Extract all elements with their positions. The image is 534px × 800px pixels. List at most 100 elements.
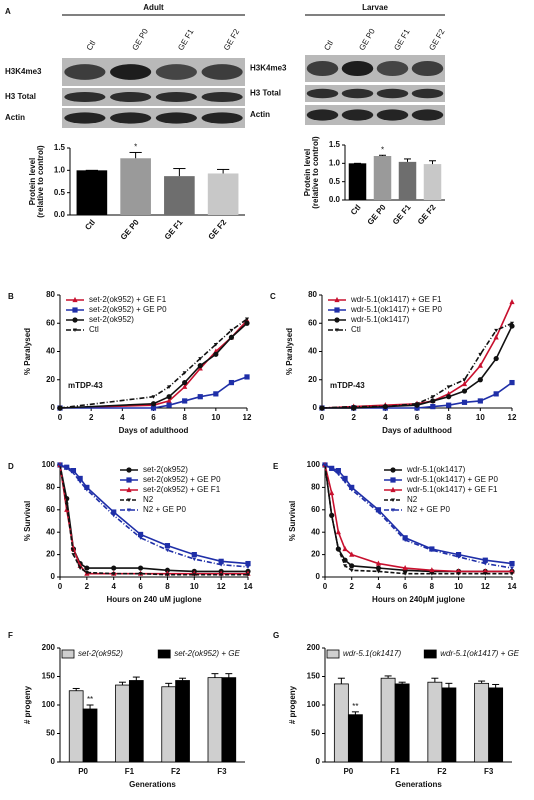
blot-row-label: Actin [5,113,25,122]
y-tick-label: 60 [46,505,55,514]
y-tick-label: 20 [46,375,55,384]
y-tick-label: 100 [42,700,56,709]
y-axis-label: % Paralysed [285,328,294,375]
bar [161,686,177,763]
point [335,529,341,535]
point [228,379,235,386]
blot-band [201,112,243,124]
error-bar [398,681,406,684]
bar [441,687,457,763]
y-tick-label: 60 [308,318,317,327]
bar [164,176,195,215]
point [477,377,483,383]
point [323,463,327,467]
blot-strip [305,105,445,125]
point [84,571,89,575]
blot-band [376,88,409,99]
lane-label: Ctl [322,39,335,52]
point [71,471,76,475]
point [329,489,335,496]
point [446,394,452,400]
point [493,391,499,397]
bar [423,164,442,200]
legend-label: N2 [143,495,154,504]
legend-marker [126,477,132,483]
legend-label: set-2(ok952) + GE P0 [143,475,221,484]
blot-band [64,64,106,80]
legend-marker [72,307,78,313]
x-tick-label: F1 [125,767,135,776]
legend-marker [126,486,132,493]
error-bar [225,673,233,678]
blot-band [110,91,152,103]
blot-band [411,60,444,77]
x-axis-label: Generations [129,780,176,789]
significance: ** [352,702,358,711]
point [349,484,355,490]
legend-label: set-2(ok952) [143,465,188,474]
legend-marker [390,477,396,483]
legend-label: set-2(ok952) [89,315,134,324]
x-tick-label: F1 [390,767,400,776]
point [493,355,499,362]
annotation: mTDP-43 [68,381,103,390]
legend-marker [73,328,77,332]
point [477,398,483,404]
point [245,317,249,322]
point [246,565,250,569]
point [138,572,143,576]
point [376,510,381,515]
point [329,466,334,471]
blot-band [341,109,374,121]
point [245,560,251,567]
point [164,567,171,573]
point [213,351,219,357]
legend-label: wdr-5.1(ok1417) + GE [440,649,519,658]
x-tick-label: 4 [383,413,388,422]
point [461,388,468,394]
point [336,547,341,551]
error-bar [173,168,186,177]
x-tick-label: 12 [481,582,490,591]
point [461,380,468,387]
point [84,488,89,492]
x-tick-label: GE P0 [119,217,141,241]
significance: * [381,145,384,154]
legend-label: N2 + GE P0 [143,505,186,514]
point [111,572,116,576]
error-bar [179,677,187,681]
x-tick-label: 10 [211,413,220,422]
point [482,557,488,563]
legend-label: wdr-5.1(ok1417) + GE F1 [406,485,498,494]
x-tick-label: F2 [437,767,447,776]
legend-label: set-2(ok952) + GE F1 [89,295,167,304]
error-bar [211,673,219,678]
point [456,555,461,559]
point [111,513,116,518]
y-tick-label: 1.5 [329,140,341,149]
legend-swatch [326,649,340,659]
point [478,352,483,357]
legend-marker [127,498,131,502]
point [150,401,157,407]
point [167,385,172,389]
y-tick-label: 0 [51,572,56,581]
lane-label: GE F1 [392,27,412,52]
point [349,488,354,492]
bar [380,677,396,763]
blot-band [341,88,374,99]
legend-label: set-2(ok952) + GE F1 [143,485,221,494]
legend-label: wdr-5.1(ok1417) [343,649,401,658]
point [182,371,187,375]
error-bar [429,160,436,165]
y-tick-label: 200 [307,643,321,652]
x-tick-label: GE F2 [416,202,438,226]
legend-marker [335,328,339,332]
point [349,551,355,557]
point [483,562,488,566]
point [430,398,436,404]
point [509,560,515,567]
point [446,385,451,389]
lane-label: GE P0 [130,27,150,52]
